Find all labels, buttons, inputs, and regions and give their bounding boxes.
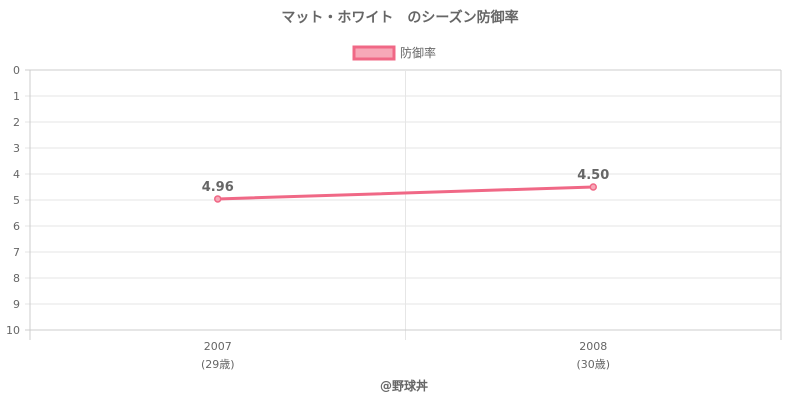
y-axis-ticks: 0 1 2 3 4 5 6 7 8 9 10: [6, 64, 20, 337]
x-tick-label: 2008: [579, 340, 607, 353]
data-label: 4.96: [202, 180, 234, 195]
credit-text: @野球丼: [380, 378, 428, 393]
y-tick-label: 0: [13, 64, 20, 77]
x-axis-ticks: 2007 (29歳) 2008 (30歳): [201, 340, 610, 371]
y-tick-label: 6: [13, 220, 20, 233]
y-tick-label: 8: [13, 272, 20, 285]
data-point[interactable]: [589, 183, 597, 191]
y-tick-label: 10: [6, 324, 20, 337]
y-tick-label: 3: [13, 142, 20, 155]
legend[interactable]: 防御率: [352, 45, 436, 61]
x-tick-label: 2007: [204, 340, 232, 353]
data-label: 4.50: [577, 168, 609, 183]
series-line: [216, 185, 595, 201]
y-tick-label: 1: [13, 90, 20, 103]
y-tick-label: 5: [13, 194, 20, 207]
legend-swatch: [352, 45, 396, 61]
axes: [25, 70, 781, 340]
legend-label: 防御率: [400, 45, 436, 60]
y-tick-label: 4: [13, 168, 20, 181]
series: 4.96 4.50: [202, 168, 609, 203]
x-tick-sublabel: (29歳): [201, 358, 235, 371]
chart-title: マット・ホワイト のシーズン防御率: [281, 9, 518, 26]
x-tick-sublabel: (30歳): [576, 358, 610, 371]
y-tick-label: 7: [13, 246, 20, 259]
data-point[interactable]: [214, 195, 222, 203]
y-tick-label: 2: [13, 116, 20, 129]
grid: [25, 69, 782, 340]
y-tick-label: 9: [13, 298, 20, 311]
